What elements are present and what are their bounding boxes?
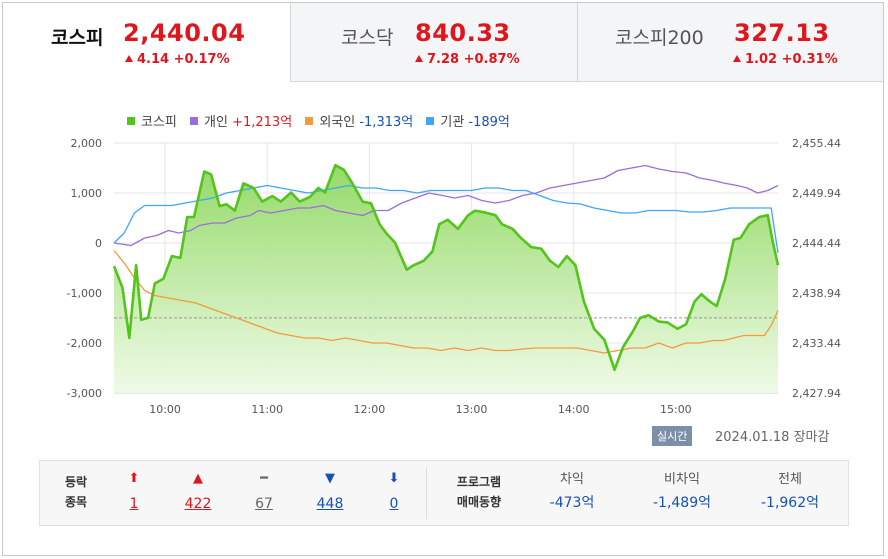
program-total: 전체 -1,962억 [740,471,840,512]
lower-limit-icon: ⬇ [388,471,400,486]
y-left-tick-label: 1,000 [71,187,103,200]
upper-limit-icon: ⬆ [128,471,140,486]
x-tick-label: 14:00 [558,403,590,416]
tab-kosdaq-change: 7.28 +0.87% [427,52,520,67]
tab-kospi-name: 코스피 [51,27,104,49]
y-left-tick-label: -3,000 [67,387,102,400]
legend-value: -1,313억 [359,115,414,130]
program-non-arbitrage: 비차익 -1,489억 [632,471,732,512]
legend-label: 개인 [204,115,228,130]
tab-kosdaq-name: 코스닥 [341,27,394,49]
kospi-line [112,163,780,372]
program-label-line2: 매매동향 [456,495,502,509]
tab-kospi200-change: 1.02 +0.31% [745,52,838,67]
stat-upper-limit-count[interactable]: 1 [129,496,139,512]
market-close-date: 2024.01.18 장마감 [715,430,830,445]
stat-fall: ▼ 448 [310,469,350,514]
index-tabs: 코스피 2,440.04 4.14 +0.17% 코스닥 840.33 7.28… [3,3,883,82]
tab-kospi-change-wrap: 4.14 +0.17% [125,52,230,67]
stat-rise-count[interactable]: 422 [184,496,212,512]
y-right-tick-label: 2,444.44 [792,237,841,250]
program-total-value: -1,962억 [760,495,819,511]
tab-kospi200-name: 코스피200 [615,27,704,49]
series-line-개인 [113,164,779,247]
stat-lower-limit-count[interactable]: 0 [389,496,399,512]
program-trading-label: 프로그램 매매동향 [444,472,514,512]
program-label-line1: 프로그램 [456,475,502,489]
legend-swatch [190,117,199,125]
stat-flat: ━ 67 [244,469,284,514]
kospi-area-fill [114,165,778,393]
tab-kospi200-value: 327.13 [734,19,830,47]
x-tick-label: 12:00 [354,403,386,416]
legend-label: 코스피 [141,115,177,130]
legend-label: 기관 [440,115,465,130]
tab-kosdaq[interactable]: 코스닥 840.33 7.28 +0.87% [290,3,577,82]
stats-divider [426,467,427,519]
legend-value: -189억 [468,115,510,130]
tab-kospi[interactable]: 코스피 2,440.04 4.14 +0.17% [3,3,290,82]
legend-swatch [127,117,135,125]
series-line-외국인 [113,250,779,354]
program-non-arbitrage-header: 비차익 [664,472,700,487]
tab-kospi200-change-wrap: 1.02 +0.31% [733,52,838,67]
y-left-tick-label: 2,000 [71,137,103,150]
program-arbitrage: 차익 -473억 [522,471,622,512]
x-tick-label: 15:00 [660,403,692,416]
y-left-tick-label: 0 [95,237,102,250]
rise-fall-label: 등락 종목 [56,472,96,512]
legend-item-foreign[interactable]: 외국인 -1,313억 [305,111,413,130]
tab-kosdaq-value: 840.33 [415,19,511,47]
legend-item-individual[interactable]: 개인 +1,213억 [190,111,292,130]
tab-kospi200[interactable]: 코스피200 327.13 1.02 +0.31% [577,3,883,82]
program-non-arbitrage-value: -1,489억 [652,495,711,511]
x-tick-label: 11:00 [251,403,283,416]
program-arbitrage-value: -473억 [549,495,595,511]
up-triangle-icon [415,55,423,62]
y-left-tick-label: -1,000 [67,287,102,300]
stat-fall-count[interactable]: 448 [316,496,344,512]
y-right-tick-label: 2,449.94 [792,187,841,200]
intraday-chart: 2,000 2,455.44 1,000 2,449.94 0 2,444.44 -1,00… [67,137,841,416]
fall-icon: ▼ [325,471,335,486]
up-triangle-icon [733,55,741,62]
stat-upper-limit: ⬆ 1 [114,469,154,514]
market-stats-panel: 등락 종목 ⬆ 1 ▲ 422 ━ 67 ▼ 448 ⬇ 0 프로그램 매매동향 [39,460,849,526]
y-right-tick-label: 2,438.94 [792,287,841,300]
x-tick-label: 10:00 [149,403,181,416]
tab-kospi-value: 2,440.04 [123,19,246,47]
stat-lower-limit: ⬇ 0 [374,469,414,514]
y-right-tick-label: 2,433.44 [792,337,841,350]
legend-item-kospi[interactable]: 코스피 [127,111,177,130]
y-right-tick-label: 2,455.44 [792,137,841,150]
x-tick-label: 13:00 [456,403,488,416]
program-total-header: 전체 [778,472,802,487]
tab-kosdaq-change-wrap: 7.28 +0.87% [415,52,520,67]
program-arbitrage-header: 차익 [560,472,584,487]
legend-swatch [305,117,314,125]
rise-fall-label-line1: 등락 [64,475,88,489]
stat-rise: ▲ 422 [178,469,218,514]
y-right-tick-label: 2,427.94 [792,387,841,400]
rise-fall-label-line2: 종목 [64,495,88,509]
realtime-badge[interactable]: 실시간 [652,426,693,446]
chart-legend: 코스피 개인 +1,213억 외국인 -1,313억 기관 -189억 [127,111,519,130]
up-triangle-icon [125,55,133,62]
legend-item-institution[interactable]: 기관 -189억 [426,111,510,130]
rise-icon: ▲ [193,471,203,486]
stat-flat-count[interactable]: 67 [255,496,273,512]
legend-label: 외국인 [319,115,356,130]
flat-icon: ━ [260,471,268,486]
y-left-tick-label: -2,000 [67,337,102,350]
legend-swatch [426,117,435,125]
tab-kospi-change: 4.14 +0.17% [137,52,230,67]
legend-value: +1,213억 [232,115,293,130]
